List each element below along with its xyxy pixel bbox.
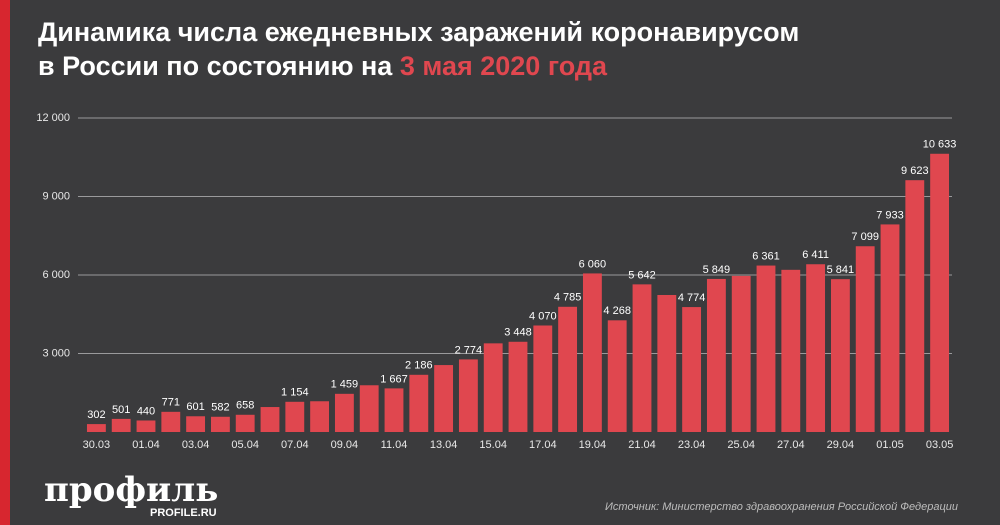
source: Источник: Министерство здравоохранения Р…	[605, 501, 958, 513]
x-tick-label: 15.04	[479, 439, 507, 451]
bar	[260, 407, 280, 432]
bar	[806, 264, 826, 432]
x-tick-label: 13.04	[430, 439, 458, 451]
x-tick-label: 09.04	[331, 439, 359, 451]
value-label: 2 186	[405, 360, 433, 372]
chart-title: Динамика числа ежедневных заражений коро…	[38, 17, 799, 47]
value-label: 601	[186, 401, 204, 413]
chart-title-line: в России по состоянию на 3 мая 2020 года	[38, 51, 608, 81]
value-label: 1 459	[331, 379, 359, 391]
bar	[161, 411, 181, 432]
y-tick-label: 12 000	[36, 112, 70, 124]
y-tick-label: 6 000	[42, 269, 70, 281]
value-label: 771	[162, 397, 180, 409]
bar	[334, 393, 354, 432]
x-tick-label: 03.04	[182, 439, 210, 451]
value-label: 1 667	[380, 373, 408, 385]
x-tick-label: 11.04	[381, 439, 408, 451]
value-label: 7 933	[876, 209, 904, 221]
bar	[384, 388, 404, 432]
x-tick-label: 03.05	[926, 439, 954, 451]
bar	[186, 416, 206, 432]
x-tick-label: 01.04	[132, 439, 160, 451]
bar	[483, 343, 503, 432]
title-line2: в России по состоянию на	[38, 51, 393, 81]
value-label: 5 841	[827, 264, 855, 276]
value-label: 6 060	[579, 258, 607, 270]
x-tick-label: 19.04	[579, 439, 607, 451]
bar	[830, 279, 850, 432]
x-tick-label: 01.05	[876, 439, 904, 451]
value-label: 6 361	[752, 250, 780, 262]
bar	[731, 275, 751, 432]
bar	[285, 401, 305, 432]
value-label: 2 774	[455, 344, 483, 356]
x-tick-label: 29.04	[827, 439, 855, 451]
bar	[607, 320, 627, 432]
bar	[582, 273, 602, 432]
value-label: 440	[137, 405, 155, 417]
bar	[111, 418, 131, 432]
bar	[458, 359, 478, 432]
bar	[210, 416, 230, 432]
bar	[235, 414, 255, 432]
value-label: 4 785	[554, 292, 582, 304]
bar	[781, 269, 801, 432]
bar	[508, 341, 528, 432]
bar	[632, 284, 652, 432]
value-label: 5 849	[703, 264, 731, 276]
y-tick-label: 3 000	[42, 347, 70, 359]
value-label: 4 774	[678, 292, 706, 304]
accent-strip	[0, 0, 10, 525]
value-label: 658	[236, 400, 254, 412]
bar	[136, 420, 156, 432]
value-label: 5 642	[628, 269, 656, 281]
value-label: 582	[211, 402, 229, 414]
title-highlight: 3 мая 2020 года	[400, 51, 608, 81]
logo-site: PROFILE.RU	[150, 507, 217, 519]
x-tick-label: 21.04	[628, 439, 656, 451]
bar	[409, 374, 429, 432]
x-tick-label: 25.04	[727, 439, 755, 451]
x-tick-label: 05.04	[231, 439, 259, 451]
value-label: 4 268	[603, 305, 631, 317]
bar	[880, 224, 900, 432]
x-tick-label: 07.04	[281, 439, 309, 451]
value-label: 302	[87, 409, 105, 421]
bar	[930, 153, 950, 432]
bar	[558, 306, 578, 432]
bar	[86, 424, 106, 432]
bar	[310, 401, 330, 432]
value-label: 9 623	[901, 165, 929, 177]
logo-name: профиль	[44, 470, 218, 510]
bar	[756, 265, 776, 432]
x-tick-label: 27.04	[777, 439, 805, 451]
bar	[855, 246, 875, 432]
bar	[533, 325, 553, 432]
value-label: 501	[112, 404, 130, 416]
value-label: 3 448	[504, 327, 532, 339]
y-tick-label: 9 000	[42, 190, 70, 202]
bar	[359, 385, 379, 432]
value-label: 1 154	[281, 387, 309, 399]
x-tick-label: 17.04	[529, 439, 557, 451]
x-tick-label: 30.03	[83, 439, 111, 451]
bar	[434, 365, 454, 432]
value-label: 10 633	[923, 139, 957, 151]
bar	[706, 278, 726, 432]
bar	[682, 307, 702, 432]
value-label: 7 099	[851, 231, 879, 243]
x-tick-label: 23.04	[678, 439, 706, 451]
bar	[657, 294, 677, 432]
value-label: 4 070	[529, 310, 557, 322]
value-label: 6 411	[802, 249, 829, 261]
bar	[905, 180, 925, 432]
